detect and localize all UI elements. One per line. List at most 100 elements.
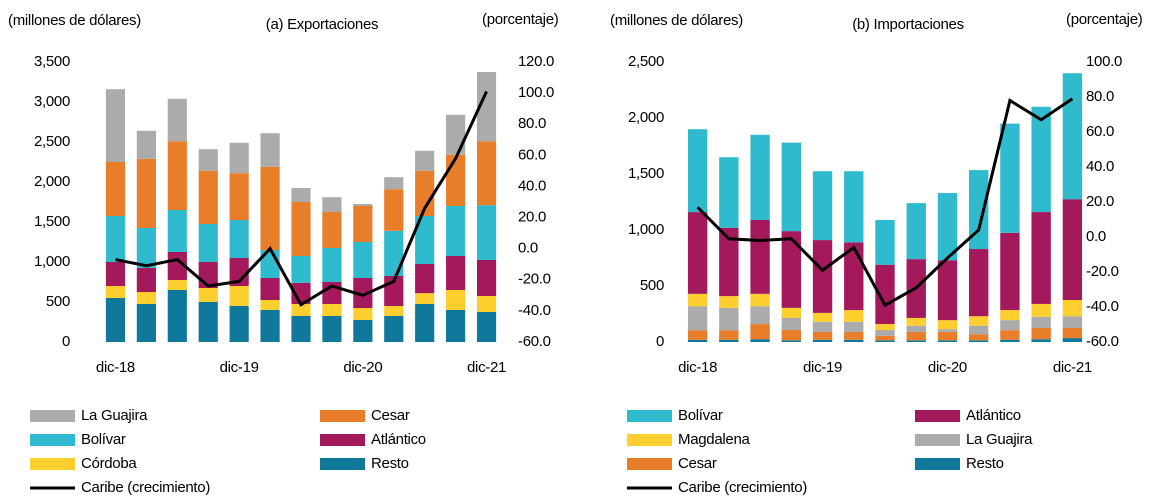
y-tick-label: 500	[640, 277, 664, 294]
bar-segment	[1062, 300, 1083, 317]
bar-segment	[1062, 73, 1083, 200]
bar-segment	[875, 330, 895, 336]
y2-tick-label: -40.0	[518, 302, 551, 319]
y2-tick-label: -20.0	[518, 271, 551, 288]
bar-segment	[198, 170, 218, 224]
y-axis-label: (millones de dólares)	[610, 12, 743, 29]
bar-segment	[198, 149, 218, 171]
bar-segment	[229, 286, 249, 306]
bar-segment	[844, 339, 864, 342]
bar-segment	[167, 98, 187, 142]
bar-segment	[260, 278, 280, 300]
bar-segment	[446, 206, 466, 256]
bar-segment	[384, 189, 404, 231]
bar-segment	[476, 312, 497, 342]
bar-segment	[719, 330, 739, 340]
bar-segment	[353, 242, 373, 278]
bar-segment	[875, 264, 895, 325]
bar-segment	[291, 188, 311, 202]
legend-swatch	[915, 434, 960, 446]
legend-swatch	[30, 458, 75, 470]
line-series	[115, 90, 488, 307]
bar-segment	[687, 306, 708, 331]
bar-segment	[844, 321, 864, 332]
bar-segment	[1000, 330, 1020, 340]
y2-axis-label: (porcentaje)	[1066, 11, 1143, 28]
bar-segment	[291, 202, 311, 256]
x-tick-label: dic-21	[467, 359, 506, 376]
bar-segment	[969, 249, 989, 317]
bar-segment	[687, 212, 708, 294]
y2-tick-label: -20.0	[1086, 263, 1119, 280]
bar-segment	[476, 72, 497, 142]
bar-segment	[1000, 339, 1020, 342]
bar-segment	[750, 306, 770, 325]
bar-segment	[687, 129, 708, 213]
bar-segment	[1000, 123, 1020, 233]
y2-tick-label: -60.0	[1086, 333, 1119, 350]
bar-segment	[875, 340, 895, 342]
bar-segment	[167, 290, 187, 342]
bar-segment	[906, 325, 926, 332]
line-series	[696, 97, 1074, 308]
y2-tick-label: 0.0	[518, 240, 538, 257]
bar-segment	[198, 288, 218, 302]
bar-segment	[260, 310, 280, 342]
bar-segment	[384, 306, 404, 316]
bar-segment	[198, 224, 218, 262]
y-tick-label: 2,000	[34, 173, 70, 190]
legend-swatch	[627, 458, 672, 470]
bar-segment	[781, 142, 801, 232]
bar-segment	[384, 177, 404, 190]
y-tick-label: 2,500	[34, 133, 70, 150]
y-tick-label: 2,500	[628, 53, 664, 70]
y2-tick-label: 100.0	[1086, 53, 1122, 70]
bar-segment	[291, 304, 311, 316]
legend-label: La Guajira	[966, 431, 1033, 448]
bar-segment	[198, 302, 218, 342]
y2-tick-label: 0.0	[1086, 228, 1106, 245]
bar-segment	[1062, 199, 1083, 300]
bar-segment	[750, 219, 770, 294]
bar-segment	[476, 296, 497, 312]
legend-label: Caribe (crecimiento)	[81, 479, 210, 496]
y-tick-label: 3,000	[34, 93, 70, 110]
bar-segment	[136, 158, 156, 228]
legend-swatch	[627, 434, 672, 446]
bar-segment	[136, 228, 156, 268]
y2-tick-label: -60.0	[518, 333, 551, 350]
bar-segment	[322, 197, 342, 212]
bar-segment	[105, 89, 126, 162]
bar-segment	[105, 262, 126, 286]
bar-segment	[136, 304, 156, 342]
bar-segment	[1000, 232, 1020, 311]
legend-label: Bolívar	[81, 431, 126, 448]
x-tick-label: dic-18	[678, 359, 717, 376]
bar-segment	[719, 339, 739, 342]
bar-segment	[1031, 328, 1051, 340]
bar-segment	[844, 331, 864, 340]
legend-label: Resto	[371, 455, 409, 472]
y-axis-label: (millones de dólares)	[8, 12, 141, 29]
bar-segment	[322, 248, 342, 282]
legend-label: Caribe (crecimiento)	[678, 479, 807, 496]
bar-segment	[229, 220, 249, 258]
legend-swatch	[320, 410, 365, 422]
y-tick-label: 500	[46, 293, 70, 310]
bar-segment	[353, 204, 373, 206]
bar-segment	[750, 339, 770, 342]
bar-segment	[937, 329, 958, 332]
bar-segment	[229, 258, 249, 286]
bar-segment	[969, 340, 989, 342]
bar-segment	[719, 296, 739, 308]
legend-swatch	[627, 410, 672, 422]
bar-segment	[937, 193, 958, 261]
bar-segment	[812, 339, 833, 342]
y-tick-label: 3,500	[34, 53, 70, 70]
bar-segment	[446, 154, 466, 206]
bar-segment	[906, 203, 926, 260]
legend-swatch	[915, 458, 960, 470]
legend-label: La Guajira	[81, 407, 148, 424]
bar-segment	[1031, 212, 1051, 304]
bar-segment	[969, 325, 989, 335]
